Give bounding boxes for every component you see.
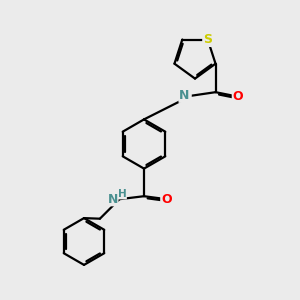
Text: N: N: [179, 89, 189, 102]
Text: H: H: [118, 189, 127, 199]
Text: S: S: [203, 33, 212, 46]
Text: O: O: [233, 90, 243, 103]
Text: O: O: [161, 193, 172, 206]
Text: N: N: [107, 193, 118, 206]
Text: H: H: [182, 91, 191, 101]
